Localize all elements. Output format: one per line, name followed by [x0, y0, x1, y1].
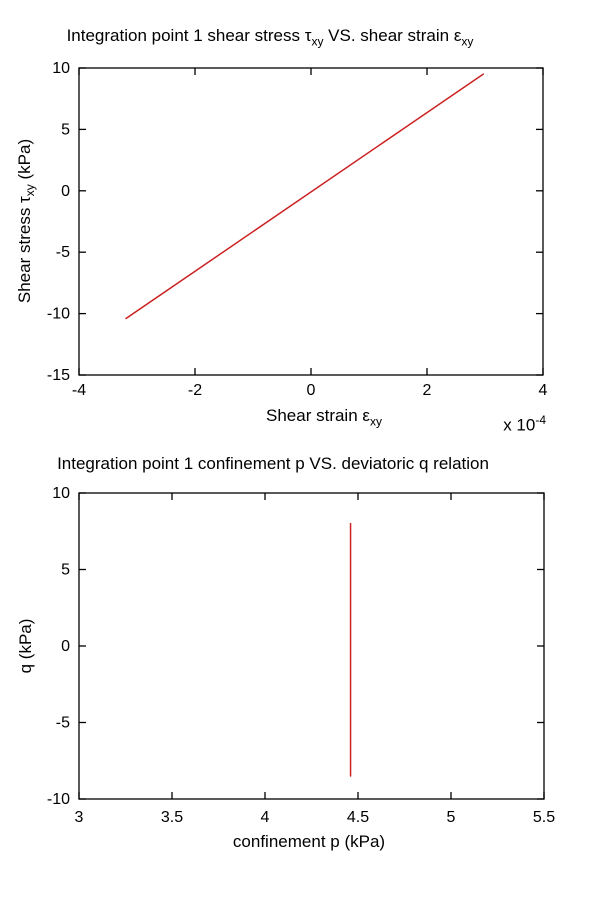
label-text: Integration point 1 shear stress [66, 26, 305, 45]
label-text: Integration point 1 confinement p VS. de… [57, 454, 489, 473]
y-tick-label: -5 [56, 715, 70, 732]
x-tick-label: 5.5 [533, 809, 555, 826]
subscript-text: xy [369, 414, 382, 429]
y-tick-label: -15 [47, 367, 70, 384]
label-text: q (kPa) [16, 618, 35, 674]
chart1-x-exponent-label: x 10-4 [503, 413, 546, 436]
y-tick-label: -10 [47, 791, 70, 808]
label-text: Shear stress [14, 202, 34, 304]
y-tick-label: 0 [61, 183, 70, 200]
chart1-xlabel: Shear strain εxy [266, 406, 382, 428]
y-tick-label: -5 [56, 244, 70, 261]
y-tick-label: -10 [47, 306, 70, 323]
y-tick-label: 0 [61, 638, 70, 655]
y-tick-label: 10 [52, 60, 70, 77]
x-tick-label: 4 [261, 809, 270, 826]
axes-box [78, 67, 544, 376]
y-tick-label: 10 [52, 485, 70, 502]
y-tick-label: 5 [61, 121, 70, 138]
data-line-shear [125, 73, 485, 320]
subscript-text: xy [461, 34, 474, 49]
label-text: (kPa) [14, 138, 34, 185]
axes-box [78, 492, 545, 800]
chart1-title: Integration point 1 shear stress τxy VS.… [0, 26, 540, 48]
label-text: τ [14, 196, 34, 203]
label-text: τ [304, 26, 312, 45]
chart2-xlabel: confinement p (kPa) [233, 832, 385, 852]
x-tick-label: 5 [447, 809, 456, 826]
superscript-text: -4 [535, 413, 546, 427]
label-text: VS. shear strain [323, 26, 454, 45]
subscript-text: xy [23, 184, 38, 197]
x-tick-label: -2 [188, 382, 202, 399]
x-tick-label: 0 [307, 382, 316, 399]
y-tick-label: 5 [61, 562, 70, 579]
chart2-title: Integration point 1 confinement p VS. de… [0, 454, 546, 474]
subscript-text: xy [311, 34, 324, 49]
x-tick-label: 4 [539, 382, 548, 399]
x-tick-label: 4.5 [347, 809, 369, 826]
label-text: confinement p (kPa) [232, 832, 386, 851]
chart1-ylabel: Shear stress τxy (kPa) [15, 139, 37, 303]
label-text: x 10 [503, 415, 536, 435]
chart2-ylabel: q (kPa) [16, 619, 36, 674]
label-text: ε [453, 26, 462, 45]
x-tick-label: 3 [75, 809, 84, 826]
x-tick-label: -4 [72, 382, 86, 399]
label-text: Shear strain [266, 406, 363, 425]
x-tick-label: 2 [423, 382, 432, 399]
label-text: ε [362, 406, 370, 425]
x-tick-label: 3.5 [161, 809, 183, 826]
